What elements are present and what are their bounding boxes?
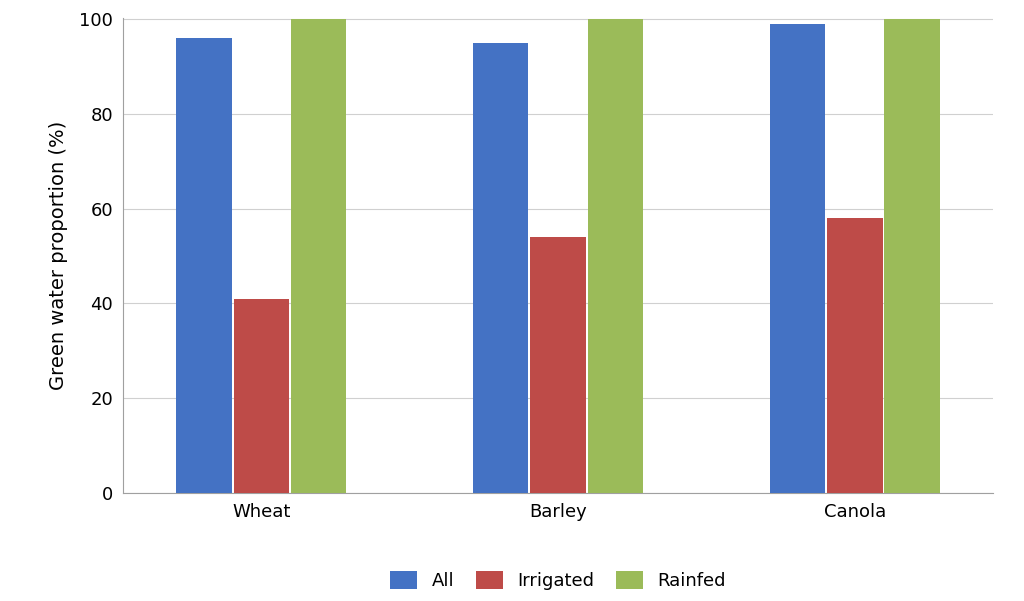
Bar xyxy=(885,19,940,493)
Bar xyxy=(530,237,586,493)
Y-axis label: Green water proportion (%): Green water proportion (%) xyxy=(49,121,69,390)
Bar xyxy=(473,43,528,493)
Bar xyxy=(176,38,231,493)
Bar xyxy=(233,299,289,493)
Bar xyxy=(588,19,643,493)
Bar xyxy=(291,19,346,493)
Bar xyxy=(827,218,883,493)
Bar xyxy=(770,23,825,493)
Legend: All, Irrigated, Rainfed: All, Irrigated, Rainfed xyxy=(383,564,733,597)
